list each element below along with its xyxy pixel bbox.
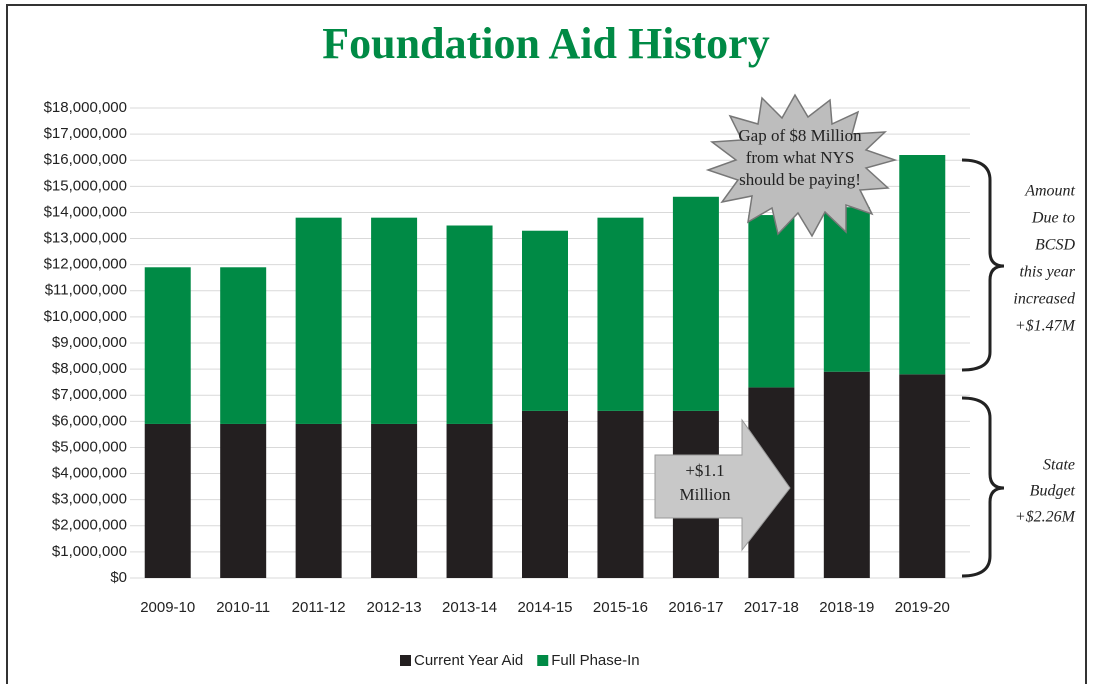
y-tick-label: $15,000,000 — [44, 177, 127, 194]
bar-segment — [446, 225, 493, 424]
y-tick-label: $9,000,000 — [52, 334, 127, 351]
bar-segment — [597, 410, 644, 578]
x-tick-label: 2014-15 — [517, 599, 572, 616]
y-tick-label: $4,000,000 — [52, 465, 127, 482]
annotation: increased — [1013, 291, 1076, 308]
bar-segment — [295, 217, 342, 424]
legend-swatch — [537, 655, 549, 666]
annotation: this year — [1019, 264, 1075, 281]
annotation: Amount — [1024, 183, 1075, 200]
x-tick-label: 2010-11 — [216, 599, 270, 616]
annotation: from what NYS — [746, 148, 855, 167]
bar-segment — [144, 267, 191, 424]
annotation: Gap of $8 Million — [738, 126, 862, 145]
x-tick-label: 2016-17 — [668, 599, 723, 616]
bar-segment — [823, 371, 870, 578]
y-tick-label: $17,000,000 — [44, 125, 127, 142]
y-tick-label: $1,000,000 — [52, 543, 127, 560]
annotation: Budget — [1030, 483, 1076, 500]
bar-segment — [672, 196, 719, 411]
y-tick-label: $12,000,000 — [44, 256, 127, 273]
bar-segment — [597, 217, 644, 411]
annotation: +$2.26M — [1015, 509, 1077, 526]
frame — [6, 4, 1087, 684]
x-tick-label: 2019-20 — [895, 599, 950, 616]
legend-swatch — [400, 655, 411, 666]
bar-segment — [446, 423, 493, 578]
bar-segment — [220, 267, 267, 424]
brace — [961, 158, 1005, 372]
bar-segment — [371, 217, 418, 424]
y-tick-label: $8,000,000 — [52, 360, 127, 377]
bar-segment — [522, 410, 568, 578]
annotation: Million — [679, 485, 731, 504]
y-tick-label: $7,000,000 — [52, 386, 127, 403]
legend-label: Current Year Aid — [414, 652, 523, 669]
annotation: +$1.47M — [1015, 318, 1077, 335]
bar-segment — [823, 207, 870, 372]
arrow — [654, 418, 791, 552]
chart-title: Foundation Aid History — [322, 19, 769, 68]
annotation: BCSD — [1035, 237, 1075, 254]
y-tick-label: $2,000,000 — [52, 517, 127, 534]
x-tick-label: 2015-16 — [593, 599, 648, 616]
bar-segment — [899, 155, 946, 375]
brace — [961, 396, 1005, 578]
starburst — [705, 93, 898, 238]
y-tick-label: $11,000,000 — [45, 282, 127, 299]
y-tick-label: $0 — [110, 569, 127, 586]
annotation: should be paying! — [739, 170, 861, 189]
bar-segment — [748, 215, 795, 388]
annotation: State — [1043, 457, 1075, 474]
x-tick-label: 2018-19 — [819, 599, 874, 616]
bar-segment — [220, 423, 267, 578]
bar-segment — [522, 230, 568, 411]
legend-label: Full Phase-In — [551, 652, 639, 669]
x-tick-label: 2017-18 — [744, 599, 799, 616]
annotation: Due to — [1031, 210, 1075, 227]
y-tick-label: $16,000,000 — [44, 151, 127, 168]
bar-segment — [295, 423, 342, 578]
x-tick-label: 2012-13 — [367, 599, 422, 616]
bar-segment — [371, 423, 418, 578]
y-tick-label: $14,000,000 — [44, 203, 127, 220]
y-tick-label: $5,000,000 — [52, 438, 127, 455]
y-tick-label: $13,000,000 — [44, 230, 127, 247]
x-tick-label: 2011-12 — [292, 599, 346, 616]
bar-segment — [899, 374, 946, 578]
annotation: +$1.1 — [685, 461, 724, 480]
y-tick-label: $3,000,000 — [52, 491, 127, 508]
y-tick-label: $10,000,000 — [44, 308, 127, 325]
y-tick-label: $18,000,000 — [44, 99, 127, 116]
bar-segment — [144, 423, 191, 578]
x-tick-label: 2013-14 — [442, 599, 497, 616]
x-tick-label: 2009-10 — [140, 599, 195, 616]
y-tick-label: $6,000,000 — [52, 412, 127, 429]
